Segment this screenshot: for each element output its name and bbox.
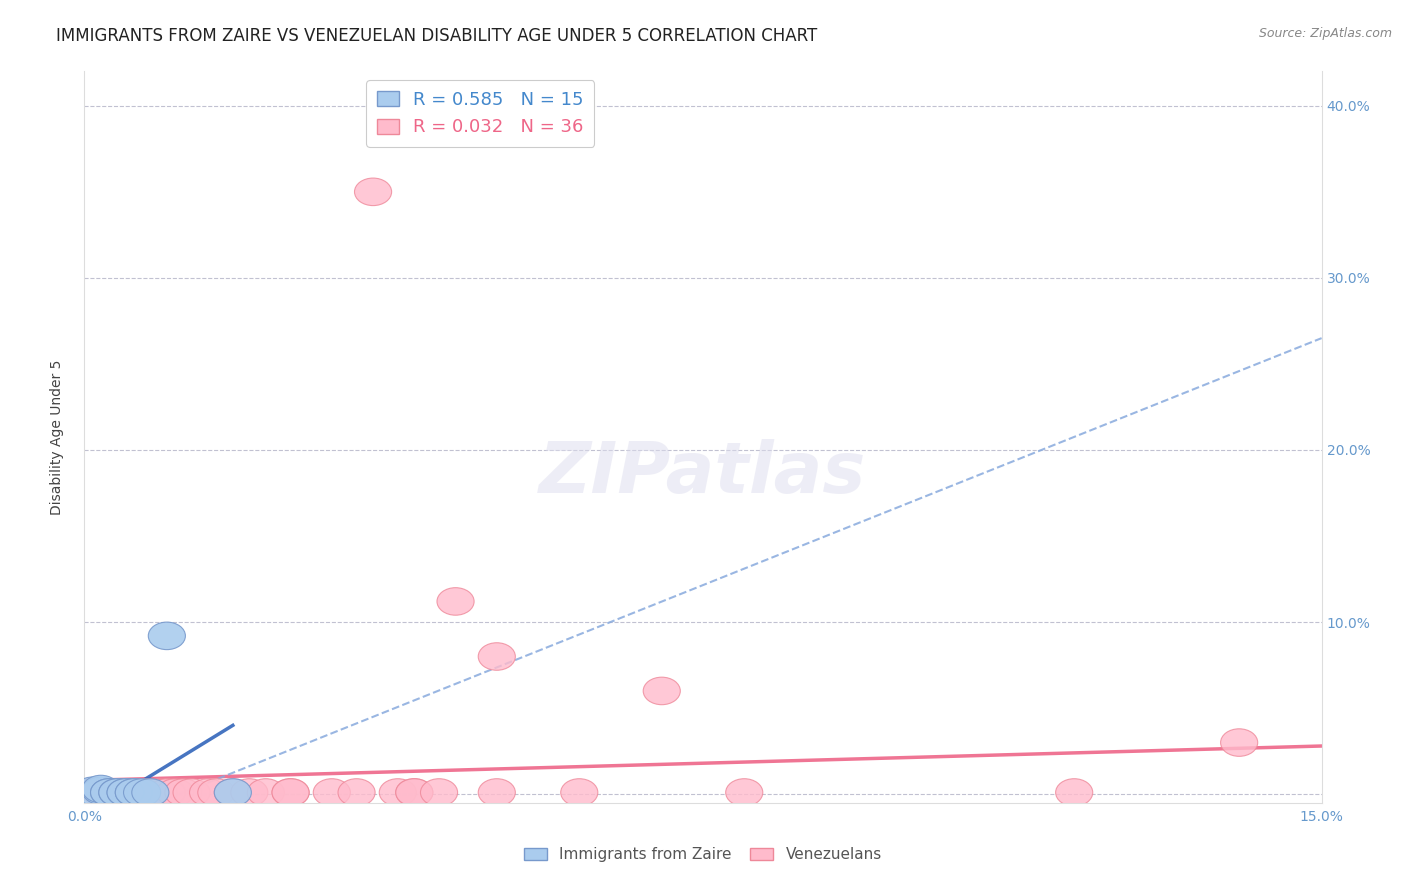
Ellipse shape [107,779,145,806]
Ellipse shape [561,779,598,806]
Ellipse shape [90,779,128,806]
Ellipse shape [337,779,375,806]
Ellipse shape [420,779,457,806]
Ellipse shape [165,779,202,806]
Ellipse shape [124,779,160,806]
Text: IMMIGRANTS FROM ZAIRE VS VENEZUELAN DISABILITY AGE UNDER 5 CORRELATION CHART: IMMIGRANTS FROM ZAIRE VS VENEZUELAN DISA… [56,27,817,45]
Ellipse shape [132,779,169,806]
Ellipse shape [1056,779,1092,806]
Ellipse shape [98,779,136,806]
Ellipse shape [132,779,169,806]
Ellipse shape [115,779,152,806]
Ellipse shape [395,779,433,806]
Text: ZIPatlas: ZIPatlas [540,439,866,508]
Ellipse shape [725,779,763,806]
Ellipse shape [395,779,433,806]
Ellipse shape [124,779,160,806]
Ellipse shape [83,777,120,805]
Ellipse shape [98,779,136,806]
Ellipse shape [1220,729,1258,756]
Ellipse shape [98,779,136,806]
Ellipse shape [141,779,177,806]
Ellipse shape [148,779,186,806]
Ellipse shape [214,779,252,806]
Ellipse shape [437,588,474,615]
Ellipse shape [214,779,252,806]
Ellipse shape [643,677,681,705]
Ellipse shape [107,779,145,806]
Ellipse shape [83,775,120,803]
Ellipse shape [148,622,186,649]
Ellipse shape [156,779,194,806]
Ellipse shape [247,779,284,806]
Ellipse shape [124,779,160,806]
Ellipse shape [271,779,309,806]
Ellipse shape [90,779,128,806]
Ellipse shape [173,779,209,806]
Y-axis label: Disability Age Under 5: Disability Age Under 5 [49,359,63,515]
Ellipse shape [354,178,392,205]
Ellipse shape [148,779,186,806]
Ellipse shape [83,779,120,806]
Ellipse shape [380,779,416,806]
Ellipse shape [115,779,152,806]
Ellipse shape [115,779,152,806]
Ellipse shape [90,779,128,806]
Text: Source: ZipAtlas.com: Source: ZipAtlas.com [1258,27,1392,40]
Ellipse shape [478,643,516,670]
Ellipse shape [190,779,226,806]
Ellipse shape [75,777,111,805]
Legend: Immigrants from Zaire, Venezuelans: Immigrants from Zaire, Venezuelans [519,841,887,868]
Ellipse shape [271,779,309,806]
Ellipse shape [231,779,269,806]
Ellipse shape [478,779,516,806]
Ellipse shape [198,779,235,806]
Ellipse shape [107,779,145,806]
Ellipse shape [314,779,350,806]
